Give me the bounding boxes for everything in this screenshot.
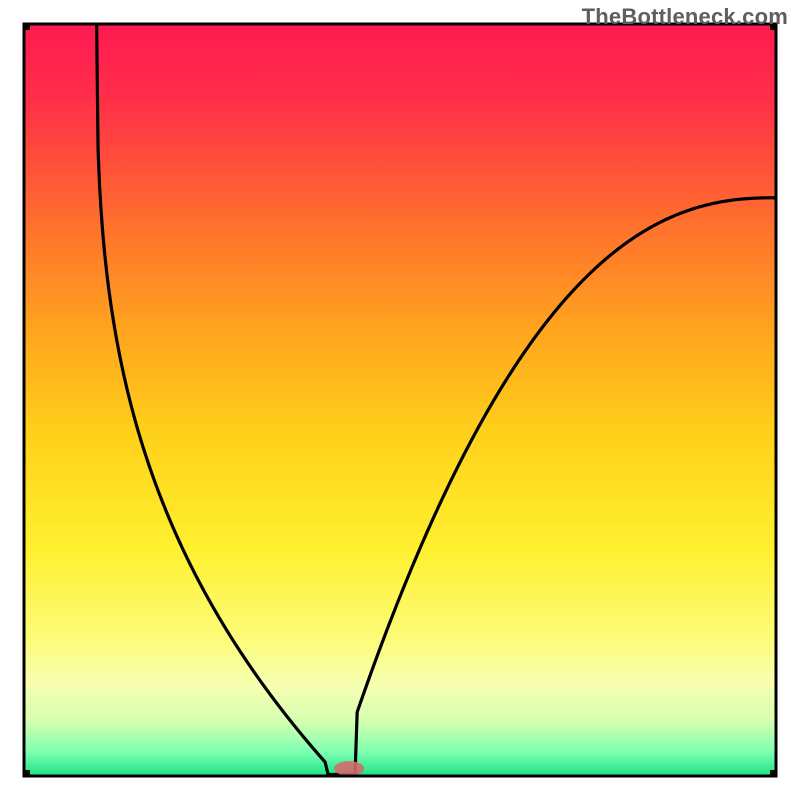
frame-corner (770, 770, 776, 776)
frame-corner (24, 24, 30, 30)
min-marker (334, 761, 364, 776)
frame-corner (24, 770, 30, 776)
plot-background (26, 26, 775, 775)
chart-svg (0, 0, 800, 800)
root: TheBottleneck.com (0, 0, 800, 800)
watermark-text: TheBottleneck.com (582, 4, 788, 30)
